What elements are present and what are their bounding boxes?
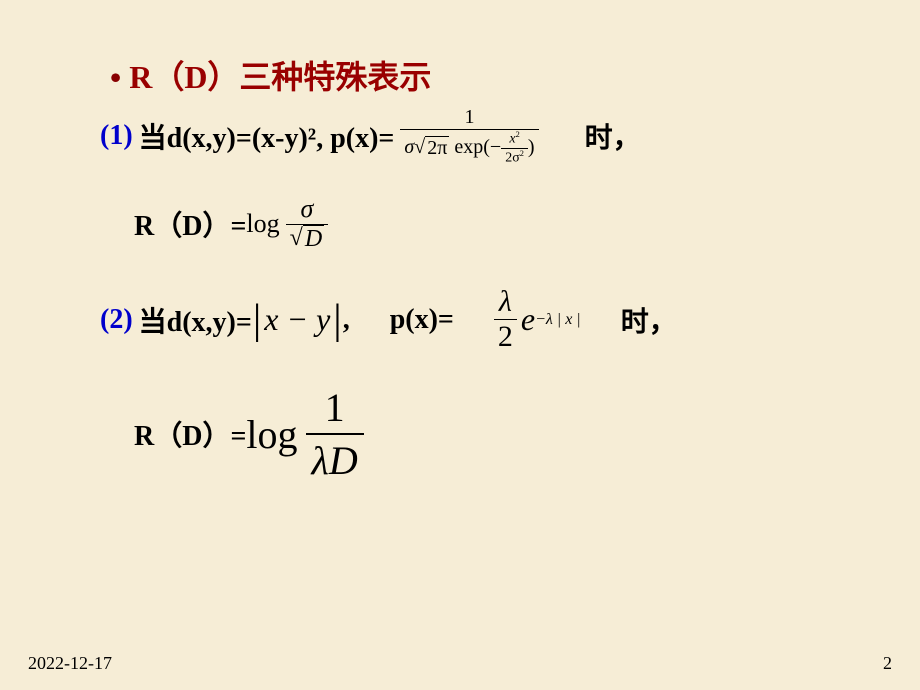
item-2-trail: 时， (621, 300, 677, 340)
abs-expression: | x − y | (252, 301, 343, 338)
px1-sqrt-body: 2π (425, 136, 449, 160)
slide: •R（D）三种特殊表示 (1) 当d(x,y)=(x-y)², p(x)= 1 … (0, 0, 920, 690)
rd1-label: R（D）= (134, 204, 246, 244)
item-2-mid: , (343, 304, 350, 336)
px2-exp: −λ | x | (535, 311, 581, 329)
item-1-lead: 当d(x,y)=(x-y)², p(x)= (139, 116, 395, 156)
rd2-den: λD (306, 433, 364, 484)
bullet-icon: • (110, 59, 121, 95)
px1-exp-num-sup: 2 (516, 130, 520, 139)
footer-page: 2 (883, 653, 892, 674)
px1-exp-den: 2σ (505, 150, 520, 165)
rd1-num: σ (296, 194, 317, 224)
item-2-px-formula: λ 2 e −λ | x | (494, 285, 581, 354)
rd2-frac: 1 λD (306, 384, 364, 484)
item-1-px-formula: 1 σ√2π exp(−x22σ2) (400, 106, 538, 166)
px1-numerator: 1 (460, 106, 478, 129)
item-1-line: (1) 当d(x,y)=(x-y)², p(x)= 1 σ√2π exp(−x2… (100, 106, 860, 166)
rd1-den-body: D (303, 225, 324, 253)
rd1-frac: σ √D (286, 194, 329, 253)
sqrt-icon: √D (290, 225, 325, 253)
px1-exp-prefix: exp(− (454, 136, 501, 158)
sqrt-icon: √2π (414, 136, 449, 160)
item-2-px-label: p(x)= (390, 304, 454, 336)
rd2-num: 1 (315, 384, 355, 433)
item-2-line: (2) 当d(x,y)= | x − y | , p(x)= λ 2 e −λ … (100, 285, 860, 354)
item-1-rd: R（D）= log σ √D (134, 194, 860, 253)
footer-date: 2022-12-17 (28, 653, 112, 674)
rd1-den: √D (286, 224, 329, 253)
abs-bar-left-icon: | (252, 304, 262, 336)
item-1-trail: 时， (585, 116, 641, 156)
rd2-label: R（D）= (134, 414, 246, 454)
px1-denominator: σ√2π exp(−x22σ2) (400, 129, 538, 166)
heading-text: R（D）三种特殊表示 (129, 59, 431, 95)
rd2-log: log (246, 411, 297, 458)
px1-exp-suffix: ) (528, 136, 535, 158)
abs-inner: x − y (262, 301, 332, 338)
px2-den: 2 (494, 319, 517, 354)
px1-sigma: σ (404, 136, 414, 158)
rd1-log: log (246, 209, 279, 239)
footer: 2022-12-17 2 (28, 653, 892, 674)
px1-exp-den-sup: 2 (520, 149, 524, 158)
item-2-rd: R（D）= log 1 λD (134, 384, 860, 484)
item-2-lead: 当d(x,y)= (139, 300, 252, 340)
heading-line: •R（D）三种特殊表示 (110, 52, 860, 98)
px2-num: λ (495, 285, 516, 319)
abs-bar-right-icon: | (332, 304, 342, 336)
px2-e: e (521, 301, 535, 338)
item-1-number: (1) (100, 120, 133, 152)
item-2-number: (2) (100, 304, 133, 336)
